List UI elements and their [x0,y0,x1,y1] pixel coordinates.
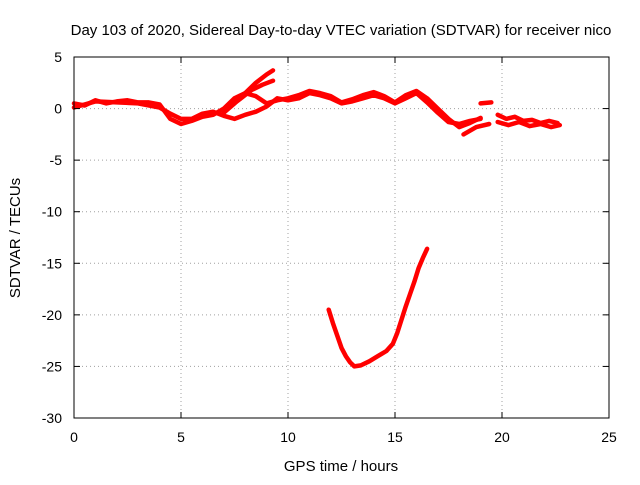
series-line-2 [71,90,483,127]
y-tick-label: -5 [50,152,63,168]
series-line-8 [495,119,563,130]
x-axis-label: GPS time / hours [284,458,398,475]
y-axis-label: SDTVAR / TECUs [7,178,24,298]
y-tick-label: -20 [42,307,62,323]
y-tick-label: -25 [42,358,62,374]
x-tick-label: 0 [70,429,78,445]
series-line-5 [461,121,492,137]
x-tick-label: 5 [177,429,185,445]
series-layer [71,68,563,369]
y-tick-label: -10 [42,204,62,220]
ticks [73,56,610,419]
y-tick-label: -30 [42,410,62,426]
x-tick-label: 25 [601,429,617,445]
series-line-7 [495,112,560,126]
series-line-4 [227,78,276,109]
x-tick-label: 15 [387,429,403,445]
y-tick-label: 0 [54,101,62,117]
plot-border [73,56,610,419]
y-tick-label: -15 [42,255,62,271]
y-tick-label: 5 [54,49,62,65]
series-line-6 [478,100,494,106]
chart-title: Day 103 of 2020, Sidereal Day-to-day VTE… [71,22,612,39]
grid [74,57,609,418]
tick-labels: 0 5 10 15 20 25 5 0 -5 -10 -15 -20 -25 -30 [42,49,617,445]
x-tick-label: 10 [280,429,296,445]
series-line-9 [326,246,430,369]
x-tick-label: 20 [494,429,510,445]
